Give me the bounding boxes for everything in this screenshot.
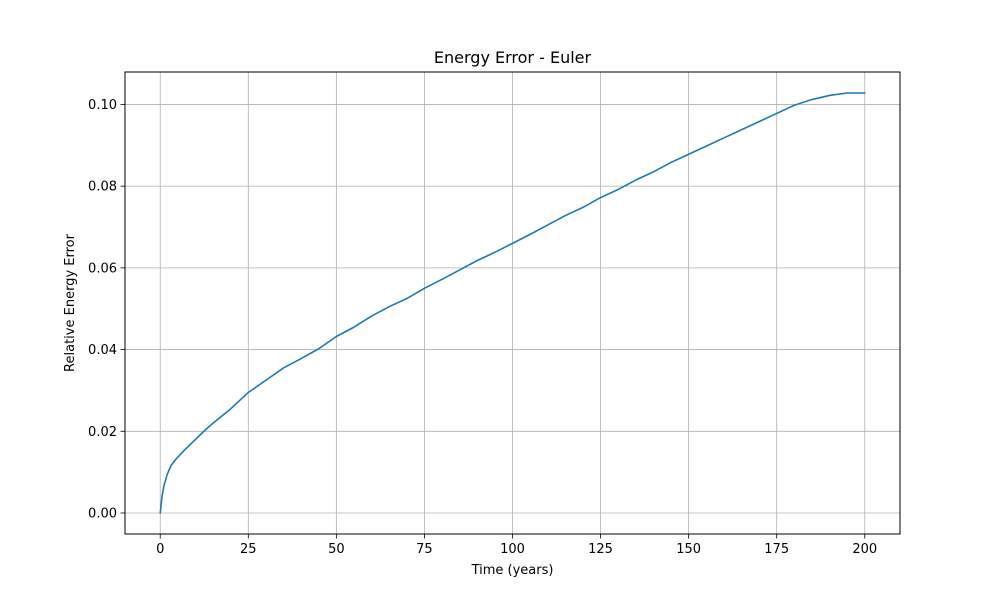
series-line bbox=[159, 92, 866, 514]
y-axis-label: Relative Energy Error bbox=[63, 233, 78, 372]
x-tick-label: 50 bbox=[328, 542, 345, 557]
y-tick-label: 0.00 bbox=[88, 507, 117, 522]
y-tick-label: 0.06 bbox=[88, 261, 117, 276]
x-tick-label: 100 bbox=[500, 542, 525, 557]
x-tick-label: 25 bbox=[240, 542, 257, 557]
x-tick-label: 0 bbox=[156, 542, 164, 557]
y-tick-label: 0.04 bbox=[88, 343, 117, 358]
grid-layer bbox=[125, 72, 900, 534]
x-axis-label: Time (years) bbox=[471, 563, 554, 578]
series-layer bbox=[159, 92, 866, 514]
x-tick-label: 175 bbox=[764, 542, 789, 557]
x-tick-label: 200 bbox=[852, 542, 877, 557]
y-tick-label: 0.02 bbox=[88, 425, 117, 440]
y-tick-label: 0.10 bbox=[88, 98, 117, 113]
x-tick-label: 150 bbox=[676, 542, 701, 557]
y-tick-label: 0.08 bbox=[88, 180, 117, 195]
x-tick-label: 75 bbox=[416, 542, 433, 557]
tick-layer: 0 25 50 75 100 125 150 175 200 0.00 0.02 0.04 0.06 0.… bbox=[88, 98, 877, 557]
x-tick-label: 125 bbox=[588, 542, 613, 557]
chart-title: Energy Error - Euler bbox=[434, 48, 592, 67]
